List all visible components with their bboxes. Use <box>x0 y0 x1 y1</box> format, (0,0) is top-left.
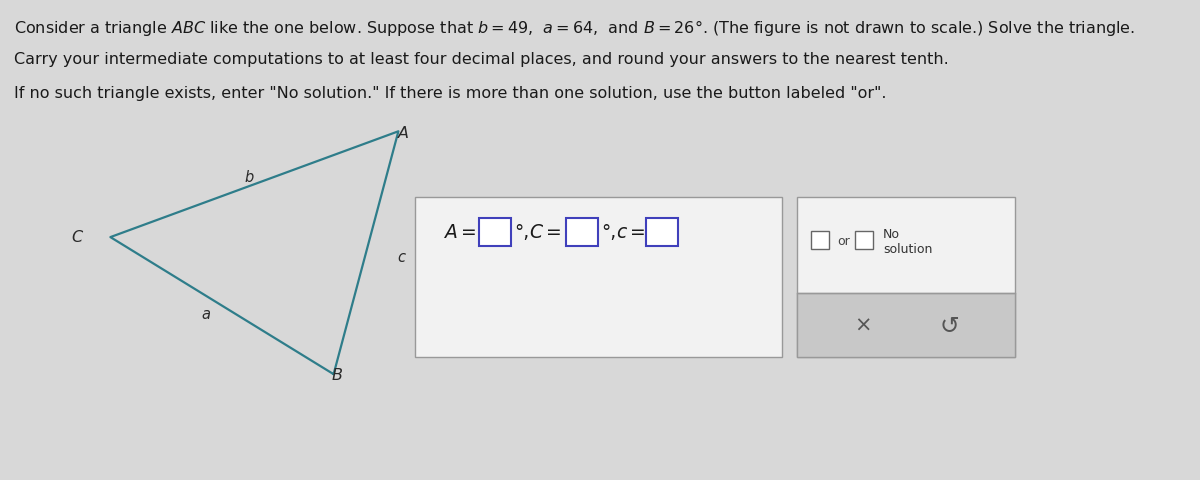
Text: °,: °, <box>514 223 529 242</box>
Text: $C$: $C$ <box>72 228 84 245</box>
Text: ↺: ↺ <box>940 313 960 337</box>
Text: ×: × <box>853 315 871 336</box>
Bar <box>797 198 1015 357</box>
Text: $b$: $b$ <box>245 168 254 185</box>
Text: $A$: $A$ <box>397 125 409 141</box>
Text: $C=$: $C=$ <box>529 223 562 242</box>
Text: solution: solution <box>883 242 932 255</box>
Text: No: No <box>883 227 900 240</box>
Bar <box>811 232 829 250</box>
Bar <box>646 218 678 247</box>
Text: or: or <box>838 234 850 247</box>
Bar <box>854 232 874 250</box>
Text: $B$: $B$ <box>331 366 343 383</box>
Text: °,: °, <box>601 223 617 242</box>
Bar <box>566 218 598 247</box>
Text: $a$: $a$ <box>202 306 211 321</box>
Bar <box>415 198 782 357</box>
Text: $c=$: $c=$ <box>616 223 646 242</box>
Text: If no such triangle exists, enter "No solution." If there is more than one solut: If no such triangle exists, enter "No so… <box>14 86 887 101</box>
Text: $A=$: $A=$ <box>443 223 476 242</box>
Text: Carry your intermediate computations to at least four decimal places, and round : Carry your intermediate computations to … <box>14 52 949 67</box>
Bar <box>479 218 511 247</box>
Text: Consider a triangle $ABC$ like the one below. Suppose that $b=49$,  $a=64$,  and: Consider a triangle $ABC$ like the one b… <box>14 18 1135 38</box>
Bar <box>797 293 1015 357</box>
Text: $c$: $c$ <box>397 249 407 264</box>
